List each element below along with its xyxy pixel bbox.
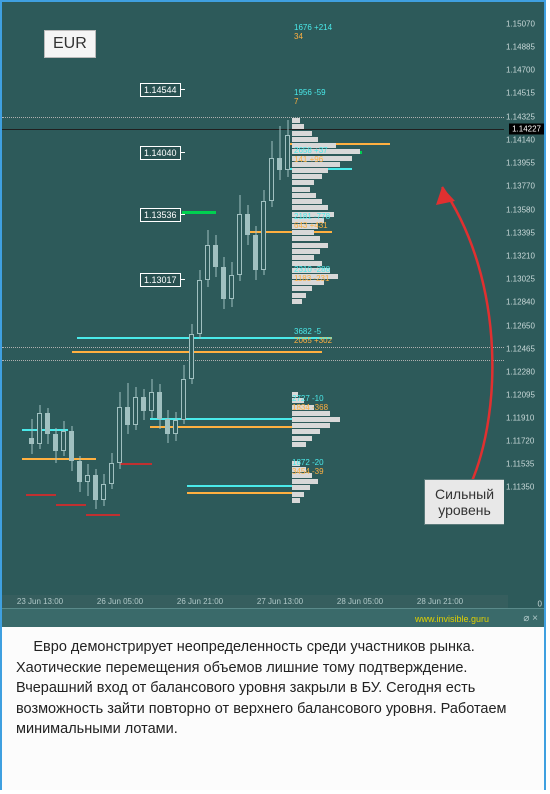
instrument-badge: EUR	[44, 30, 96, 58]
y-tick: 1.12280	[506, 367, 535, 376]
window-controls[interactable]: ⌀ ×	[523, 613, 538, 624]
y-tick: 1.12650	[506, 321, 535, 330]
y-tick: 1.11535	[506, 460, 534, 469]
annotation-box: Сильныйуровень	[424, 479, 505, 525]
x-tick: 27 Jun 13:00	[257, 597, 303, 606]
current-price-marker: 1.14227	[509, 124, 544, 135]
y-tick: 1.13955	[506, 159, 535, 168]
bottom-strip: www.invisible.guru ⌀ ×	[2, 608, 544, 627]
y-tick: 1.11720	[506, 437, 534, 446]
x-tick: 23 Jun 13:00	[17, 597, 63, 606]
y-axis: 1.15070 1.14885 1.14700 1.14515 1.14325 1.141…	[504, 2, 544, 627]
caption-text: Евро демонстрирует неопределенность сред…	[16, 639, 507, 737]
y-tick: 1.13210	[506, 251, 535, 260]
x-tick: 26 Jun 21:00	[177, 597, 223, 606]
y-tick: 1.14700	[506, 66, 535, 75]
y-tick: 1.12095	[506, 390, 535, 399]
x-tick: 28 Jun 05:00	[337, 597, 383, 606]
watermark: www.invisible.guru	[415, 614, 489, 624]
y-tick: 1.13580	[506, 205, 535, 214]
caption-box: Евро демонстрирует неопределенность сред…	[2, 627, 544, 790]
chart-plot[interactable]: 1.145441.140401.135361.130171676 +214341…	[2, 2, 508, 627]
y-tick: 1.14515	[506, 89, 535, 98]
y-tick: 1.15070	[506, 20, 535, 29]
y-tick: 1.12465	[506, 344, 535, 353]
y-tick: 1.11350	[506, 483, 534, 492]
x-axis: 23 Jun 13:00 26 Jun 05:00 26 Jun 21:00 27 J…	[2, 595, 508, 609]
y-tick: 1.14140	[506, 136, 535, 145]
y-tick: 1.11910	[506, 413, 534, 422]
y-tick: 1.13025	[506, 274, 535, 283]
y-tick: 1.13770	[506, 182, 535, 191]
x-tick: 26 Jun 05:00	[97, 597, 143, 606]
y-tick: 1.14325	[506, 113, 535, 122]
x-tick: 28 Jun 21:00	[417, 597, 463, 606]
chart-area[interactable]: 1.145441.140401.135361.130171676 +214341…	[2, 2, 544, 627]
y-tick: 1.13395	[506, 228, 535, 237]
annotation-arrow	[2, 2, 508, 627]
y-tick: 1.12840	[506, 297, 535, 306]
y-tick: 1.14885	[506, 43, 535, 52]
